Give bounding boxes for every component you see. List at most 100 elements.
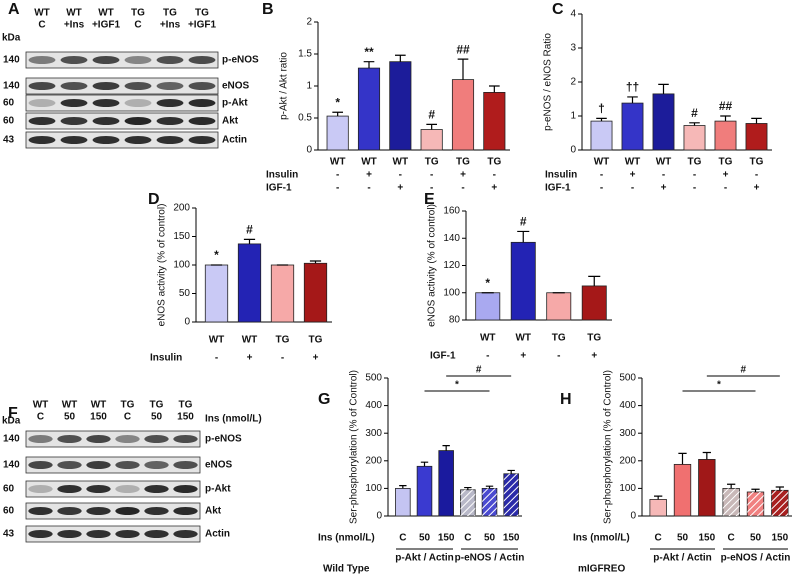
row-value: - [493,170,496,181]
lane-label: TG [163,8,177,19]
bar [621,102,644,151]
blot-band [173,461,198,469]
y-tick-label: 140 [443,233,460,244]
blot-band [144,435,169,443]
y-tick-label: 1 [306,81,312,92]
blot-band [92,136,120,144]
y-tick-label: 2 [570,77,576,88]
row-value: - [600,170,603,181]
blot-band [92,56,120,64]
row-label: Insulin [150,353,182,364]
row-value: - [662,170,665,181]
blot-band [28,117,56,125]
x-tick-label: WT [361,157,377,168]
y-axis-label: p-eNOS / eNOS Ratio [543,33,554,131]
lane-label: TG [150,400,164,411]
blot-band [60,56,88,64]
x-tick-label: TG [750,157,764,168]
lane-label: 150 [90,412,107,423]
lane-label: TG [121,400,135,411]
error-bar [689,122,700,126]
x-tick-label: 150 [698,533,715,544]
blot-band [115,461,140,469]
x-tick-label: TG [688,157,702,168]
x-tick-label: 50 [484,533,496,544]
lane-label: +IGF1 [188,20,217,31]
blot-band [124,117,152,125]
caption: mIGFREO [578,564,625,575]
blot-band [124,136,152,144]
error-bar [489,85,500,93]
y-tick-label: 4 [570,9,576,20]
x-tick-label: WT [393,157,409,168]
x-tick-label: TG [309,335,323,346]
error-bar [399,485,407,489]
row-value: + [723,170,729,181]
bar [745,123,768,151]
blot-band [57,461,82,469]
significance-label: ** [364,45,374,59]
row-value: - [755,170,758,181]
bar-hatch [722,488,740,516]
row-label: IGF-1 [430,351,456,362]
row-value: + [661,183,667,194]
band-kda: 60 [3,98,15,109]
blot-band [188,56,216,64]
error-bar [702,451,711,460]
error-bar [720,115,731,122]
x-tick-label: 150 [771,533,788,544]
blot-band [156,136,184,144]
significance-label: ## [719,99,733,113]
lane-label: WT [62,400,78,411]
row-label: Insulin [266,170,298,181]
error-bar [442,445,450,451]
significance-label: # [246,223,253,237]
blot-band [92,117,120,125]
panel-letter: H [560,391,572,408]
significance-label: * [214,248,219,262]
y-tick-label: 100 [619,483,636,494]
bar [389,61,412,151]
band-label: Akt [205,506,222,517]
error-bar [507,469,515,474]
band-label: p-Akt [205,484,231,495]
row-value: - [430,170,433,181]
group-label: p-Akt / Actin [395,553,454,564]
x-axis-label: Ins (nmol/L) [573,533,630,544]
error-bar [751,488,760,492]
y-tick-label: 120 [443,260,460,271]
error-bar [627,96,638,104]
blot-band [156,117,184,125]
y-tick-label: 300 [619,428,636,439]
blot-band [124,99,152,107]
lane-label: WT [33,400,49,411]
band-label: Akt [222,116,239,127]
error-bar [517,230,530,243]
blot-band [60,99,88,107]
bar [357,67,381,151]
blot-band [28,530,53,538]
panel-letter: E [424,191,435,208]
x-tick-label: WT [515,333,531,344]
y-tick-label: 400 [365,400,382,411]
bar [303,262,328,323]
bar [420,129,443,151]
x-tick-label: TG [487,157,501,168]
error-bar [775,486,784,491]
band-kda: 43 [3,135,15,146]
error-bar [596,117,607,122]
x-tick-label: TG [456,157,470,168]
bar [483,92,506,151]
lane-label: TG [131,8,145,19]
error-bar [727,483,736,489]
comparison-label: * [717,380,721,391]
caption: Wild Type [323,564,370,575]
x-tick-label: TG [552,333,566,344]
blot-band [92,82,120,90]
y-tick-label: 100 [443,287,460,298]
y-tick-label: 1 [570,111,576,122]
blot-band [115,485,140,493]
bar [395,487,411,517]
y-axis-label: p-Akt / Akt ratio [279,52,290,120]
